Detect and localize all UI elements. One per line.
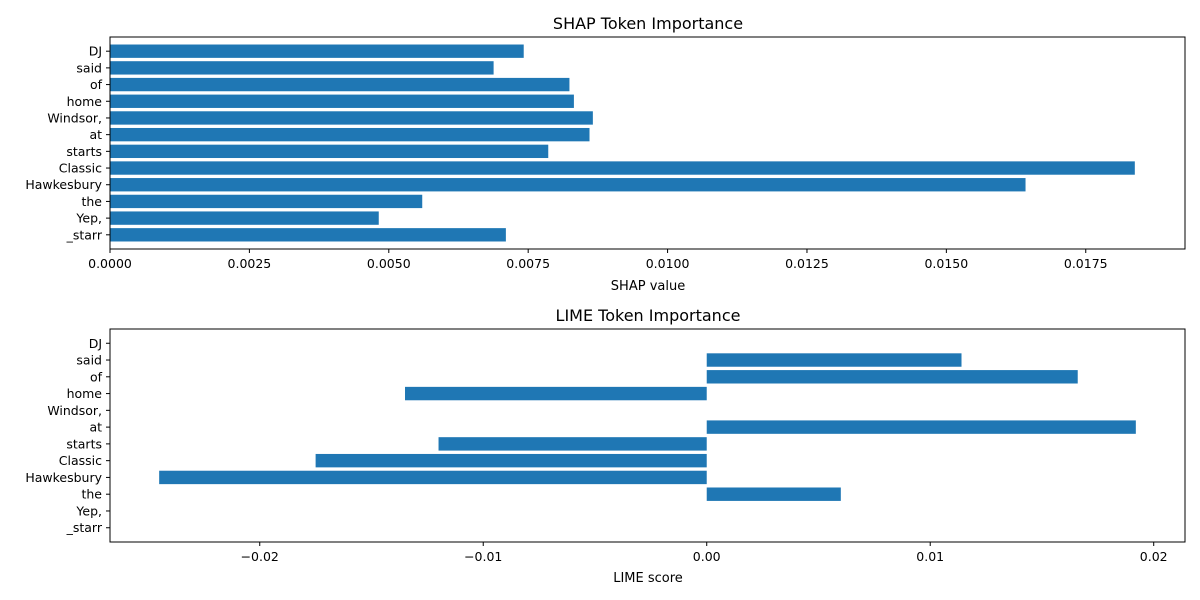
lime-plot-frame — [109, 328, 1186, 543]
lime-y-tick-label: said — [76, 353, 102, 368]
shap-x-tick-label: 0.0050 — [367, 256, 411, 271]
lime-x-tick-label: −0.01 — [464, 549, 502, 564]
lime-x-tick-label: 0.00 — [693, 549, 721, 564]
lime-y-tick-label: Yep, — [75, 503, 102, 518]
lime-bar — [706, 420, 1136, 434]
shap-y-tick-label: Classic — [59, 161, 102, 176]
shap-bar — [110, 94, 574, 108]
lime-y-tick-label: Classic — [59, 453, 102, 468]
lime-y-tick-label: DJ — [89, 336, 102, 351]
shap-x-tick-label: 0.0175 — [1064, 256, 1108, 271]
shap-bars — [110, 44, 1135, 242]
shap-y-tick-label: starts — [66, 144, 102, 159]
shap-x-tick-label: 0.0000 — [88, 256, 132, 271]
lime-bar — [315, 453, 707, 468]
lime-y-tick-label: at — [89, 420, 102, 435]
lime-y-tick-label: Windsor, — [47, 403, 102, 418]
lime-bar — [706, 370, 1078, 384]
shap-x-tick-label: 0.0125 — [785, 256, 829, 271]
shap-y-tick-label: _starr — [66, 227, 103, 242]
lime-y-tick-label: of — [90, 369, 103, 384]
shap-y-tick-label: DJ — [89, 44, 102, 59]
lime-bars — [159, 353, 1136, 501]
lime-x-axis-label: LIME score — [613, 571, 683, 586]
shap-bar — [110, 144, 549, 159]
shap-bar — [110, 77, 570, 92]
shap-x-axis-label: SHAP value — [611, 279, 685, 294]
shap-y-tick-label: at — [89, 127, 102, 142]
shap-y-tick-label: Yep, — [75, 211, 102, 226]
shap-bar — [110, 211, 379, 225]
shap-x-axis: 0.0000 0.0025 0.0050 0.0075 0.0100 0.0125 0.01… — [88, 249, 1108, 271]
shap-y-tick-label: Hawkesbury — [25, 177, 102, 192]
lime-y-tick-label: home — [67, 386, 103, 401]
shap-bar — [110, 161, 1135, 175]
shap-bar — [110, 178, 1026, 192]
lime-x-tick-label: −0.02 — [241, 549, 279, 564]
shap-y-tick-label: Windsor, — [47, 110, 102, 125]
shap-bar — [110, 127, 590, 142]
shap-bar — [110, 61, 494, 75]
lime-y-tick-label: _starr — [66, 520, 103, 535]
shap-chart-title: SHAP Token Importance — [553, 14, 743, 33]
shap-x-tick-label: 0.0100 — [646, 256, 690, 271]
lime-y-tick-label: starts — [66, 436, 102, 451]
lime-x-tick-label: 0.02 — [1140, 549, 1168, 564]
lime-y-tick-label: Hawkesbury — [25, 470, 102, 485]
lime-chart-title: LIME Token Importance — [556, 306, 741, 325]
lime-y-tick-label: the — [81, 487, 102, 502]
lime-bar — [405, 386, 707, 401]
shap-bar — [110, 44, 524, 58]
shap-y-tick-label: said — [76, 60, 102, 75]
lime-bar — [706, 353, 962, 367]
lime-bar — [438, 437, 707, 451]
shap-bar — [110, 194, 423, 209]
shap-bar — [110, 228, 506, 242]
shap-y-tick-label: of — [90, 77, 103, 92]
lime-bar — [706, 487, 841, 501]
shap-plot-frame — [109, 36, 1186, 250]
lime-x-axis: −0.02 −0.01 0.00 0.01 0.02 — [241, 542, 1168, 564]
shap-bar — [110, 111, 593, 125]
shap-x-tick-label: 0.0025 — [228, 256, 272, 271]
shap-y-tick-label: home — [67, 94, 103, 109]
shap-y-tick-label: the — [81, 194, 102, 209]
shap-x-tick-label: 0.0150 — [924, 256, 968, 271]
lime-bar — [159, 470, 707, 485]
lime-x-tick-label: 0.01 — [916, 549, 944, 564]
shap-x-tick-label: 0.0075 — [506, 256, 550, 271]
